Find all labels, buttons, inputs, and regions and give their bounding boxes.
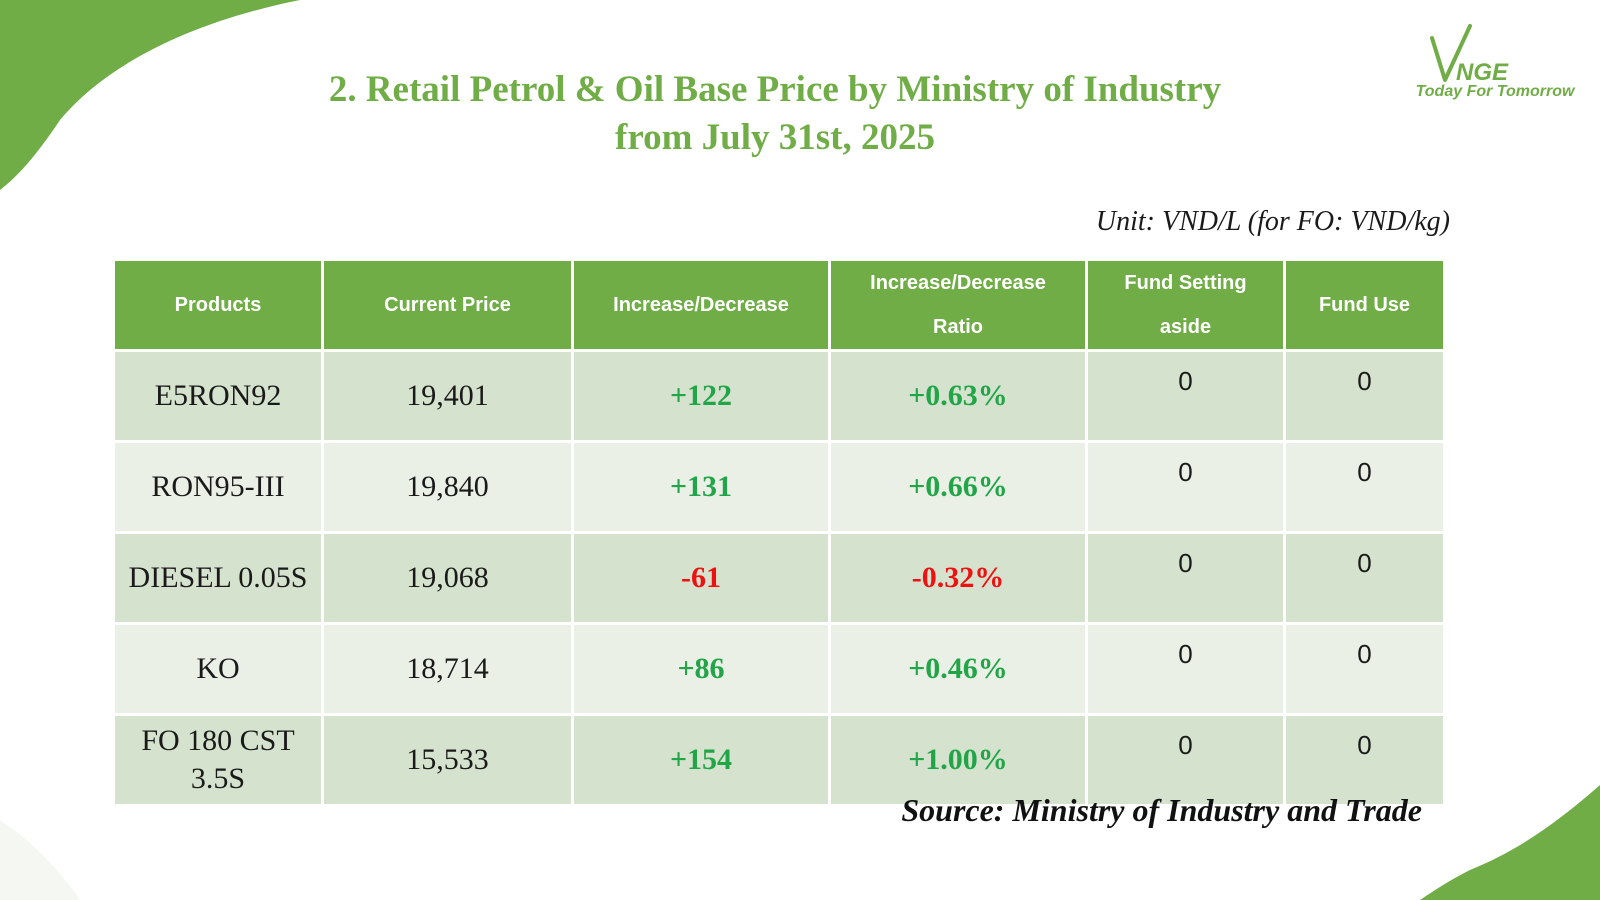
price-table: Products Current Price Increase/Decrease… (112, 258, 1446, 807)
header-products: Products (112, 258, 324, 352)
header-fund-setting-aside: Fund Setting aside (1085, 258, 1286, 352)
product-cell: E5RON92 (112, 349, 324, 443)
change-cell: -61 (571, 531, 831, 625)
fund-use-cell: 0 (1283, 440, 1446, 534)
bottom-left-faint-shape (0, 820, 80, 900)
table-row: FO 180 CST 3.5S 15,533 +154 +1.00% 0 0 (112, 713, 1446, 807)
title-line-1: 2. Retail Petrol & Oil Base Price by Min… (328, 69, 1222, 110)
fund-use-cell: 0 (1283, 713, 1446, 807)
table-row: KO 18,714 +86 +0.46% 0 0 (112, 622, 1446, 716)
price-cell: 19,401 (321, 349, 574, 443)
header-ratio: Increase/Decrease Ratio (828, 258, 1088, 352)
vnge-logo: NGE (1430, 24, 1509, 86)
price-cell: 18,714 (321, 622, 574, 716)
product-cell: KO (112, 622, 324, 716)
product-cell: DIESEL 0.05S (112, 531, 324, 625)
table-row: E5RON92 19,401 +122 +0.63% 0 0 (112, 349, 1446, 443)
header-increase-decrease: Increase/Decrease (571, 258, 831, 352)
product-cell: FO 180 CST 3.5S (112, 713, 324, 807)
fund-setting-cell: 0 (1085, 713, 1286, 807)
table-row: RON95-III 19,840 +131 +0.66% 0 0 (112, 440, 1446, 534)
change-cell: +122 (571, 349, 831, 443)
source-note: Source: Ministry of Industry and Trade (901, 792, 1422, 828)
logo-tagline: Today For Tomorrow (1415, 83, 1575, 100)
product-cell: RON95-III (112, 440, 324, 534)
header-fund-use: Fund Use (1283, 258, 1446, 352)
ratio-cell: +0.63% (828, 349, 1088, 443)
fund-setting-cell: 0 (1085, 349, 1286, 443)
header-current-price: Current Price (321, 258, 574, 352)
logo-brand-text: NGE (1456, 59, 1509, 86)
change-cell: +154 (571, 713, 831, 807)
ratio-cell: -0.32% (828, 531, 1088, 625)
fund-use-cell: 0 (1283, 622, 1446, 716)
fund-setting-cell: 0 (1085, 440, 1286, 534)
price-cell: 19,840 (321, 440, 574, 534)
bottom-right-leaf-shape (1420, 785, 1600, 900)
change-cell: +86 (571, 622, 831, 716)
title-line-2: from July 31st, 2025 (615, 117, 935, 158)
ratio-cell: +0.46% (828, 622, 1088, 716)
change-cell: +131 (571, 440, 831, 534)
fund-use-cell: 0 (1283, 349, 1446, 443)
header-row: Products Current Price Increase/Decrease… (112, 258, 1446, 352)
fund-setting-cell: 0 (1085, 622, 1286, 716)
table-row: DIESEL 0.05S 19,068 -61 -0.32% 0 0 (112, 531, 1446, 625)
logo-v-mark (1430, 24, 1472, 82)
unit-note: Unit: VND/L (for FO: VND/kg) (1095, 206, 1450, 237)
top-left-leaf-shape (0, 0, 300, 190)
ratio-cell: +1.00% (828, 713, 1088, 807)
page-title: 2. Retail Petrol & Oil Base Price by Min… (160, 66, 1390, 162)
fund-setting-cell: 0 (1085, 531, 1286, 625)
price-cell: 19,068 (321, 531, 574, 625)
ratio-cell: +0.66% (828, 440, 1088, 534)
fund-use-cell: 0 (1283, 531, 1446, 625)
price-cell: 15,533 (321, 713, 574, 807)
